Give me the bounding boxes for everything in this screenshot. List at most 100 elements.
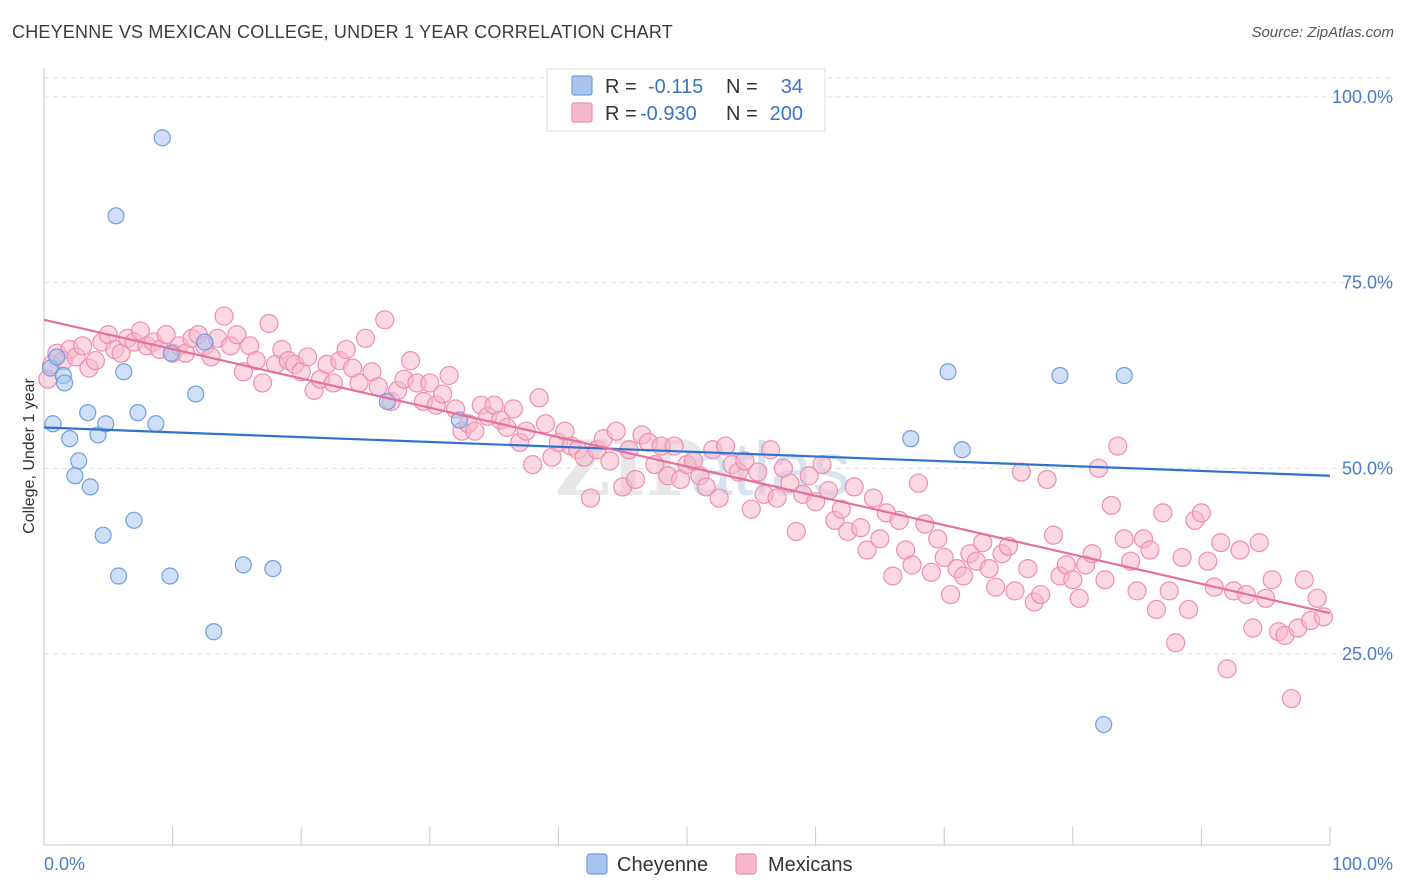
mexicans-point (786, 521, 806, 542)
stats-legend: R = -0.115 N = 34 R = -0.930 N = 200 (546, 68, 826, 132)
mexicans-point (921, 562, 941, 582)
mexicans-point (870, 529, 890, 549)
mexicans-point (934, 547, 954, 568)
legend-r-value: -0.930 (640, 103, 697, 125)
cheyenne-point (205, 623, 223, 641)
mexicans-point (1037, 469, 1057, 490)
mexicans-point (767, 488, 787, 508)
mexicans-point (831, 499, 851, 519)
cheyenne-point (1115, 366, 1133, 385)
legend-swatch-cheyenne (571, 75, 593, 96)
mexicans-point (336, 339, 356, 360)
y-tick-label: 25.0% (1342, 644, 1393, 664)
mexicans-point (156, 325, 176, 345)
cheyenne-point (902, 430, 920, 448)
mexicans-point (600, 451, 620, 471)
cheyenne-point (109, 567, 128, 585)
mexicans-point (465, 421, 485, 441)
mexicans-point (851, 518, 871, 538)
mexicans-point (503, 399, 523, 419)
mexicans-point (1281, 688, 1302, 709)
mexicans-point (580, 488, 601, 508)
legend-swatch-cheyenne (586, 853, 608, 875)
mexicans-point (298, 347, 318, 367)
mexicans-point (1172, 547, 1192, 568)
mexicans-point (259, 313, 279, 334)
mexicans-point (709, 488, 729, 508)
mexicans-point (1031, 584, 1051, 605)
legend-n-value: 200 (770, 103, 803, 125)
mexicans-point (883, 566, 903, 586)
legend-n-value: 34 (781, 76, 803, 98)
cheyenne-point (939, 363, 957, 381)
mexicans-point (1166, 633, 1186, 653)
cheyenne-point (115, 363, 133, 381)
x-tick-label: 0.0% (44, 854, 85, 874)
mexicans-point (857, 540, 877, 560)
cheyenne-point (107, 207, 125, 225)
cheyenne-point (1051, 366, 1069, 385)
mexicans-point (439, 365, 459, 386)
mexicans-point (715, 436, 736, 456)
mexicans-point (1159, 581, 1179, 601)
mexicans-point (1108, 436, 1128, 456)
mexicans-point (1140, 540, 1160, 560)
axes (43, 68, 1331, 846)
mexicans-point (696, 477, 716, 497)
cheyenne-point (161, 567, 179, 585)
cheyenne-point (81, 478, 99, 496)
mexicans-point (355, 328, 376, 348)
mexicans-point (323, 373, 343, 393)
mexicans-point (253, 373, 273, 393)
mexicans-point (748, 462, 768, 482)
mexicans-point (844, 477, 864, 497)
cheyenne-point (147, 415, 165, 433)
mexicans-point (85, 351, 106, 371)
mexicans-point (1249, 532, 1269, 553)
mexicans-point (214, 306, 234, 326)
mexicans-point (368, 377, 388, 397)
mexicans-point (941, 584, 961, 605)
mexicans-point (902, 555, 922, 575)
mexicans-point (979, 558, 999, 579)
y-tick-label: 100.0% (1332, 87, 1393, 107)
mexicans-point (246, 351, 266, 371)
mexicans-point (908, 473, 929, 493)
x-tick-labels: 0.0% 100.0% (44, 854, 1393, 874)
mexicans-point (1095, 570, 1115, 590)
cheyenne-point (66, 467, 84, 485)
series-legend: Cheyenne Mexicans (586, 853, 852, 876)
mexicans-point (1011, 462, 1031, 482)
mexicans-point (1153, 503, 1173, 523)
cheyenne-point (1095, 715, 1113, 734)
mexicans-point (1005, 581, 1025, 601)
mexicans-point (1217, 659, 1237, 679)
cheyenne-point (196, 333, 214, 351)
mexicans-point (1127, 581, 1147, 601)
cheyenne-point (187, 385, 205, 403)
cheyenne-points (41, 129, 1133, 734)
cheyenne-point (953, 441, 971, 459)
cheyenne-point (234, 556, 252, 574)
y-tick-label: 75.0% (1342, 273, 1393, 293)
x-tick-label: 100.0% (1332, 854, 1393, 874)
mexicans-point (227, 325, 247, 345)
cheyenne-point (153, 129, 171, 147)
mexicans-point (375, 310, 395, 330)
mexicans-point (606, 421, 626, 441)
mexicans-point (780, 473, 800, 493)
legend-label-cheyenne: Cheyenne (617, 854, 708, 876)
mexicans-point (735, 451, 755, 471)
source-note: Source: ZipAtlas.com (1251, 24, 1394, 41)
mexicans-point (400, 351, 421, 371)
cheyenne-point (48, 348, 66, 366)
cheyenne-point (44, 415, 62, 433)
cheyenne-point (129, 404, 147, 422)
mexicans-point (1243, 618, 1263, 638)
mexicans-point (1230, 540, 1250, 560)
mexicans-point (523, 455, 543, 475)
cheyenne-point (125, 511, 143, 529)
mexicans-point (1307, 588, 1327, 608)
mexicans-point (1294, 570, 1314, 590)
mexicans-point (1178, 599, 1199, 620)
